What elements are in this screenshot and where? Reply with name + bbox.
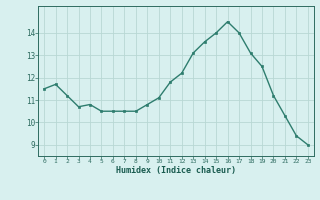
X-axis label: Humidex (Indice chaleur): Humidex (Indice chaleur) (116, 166, 236, 175)
